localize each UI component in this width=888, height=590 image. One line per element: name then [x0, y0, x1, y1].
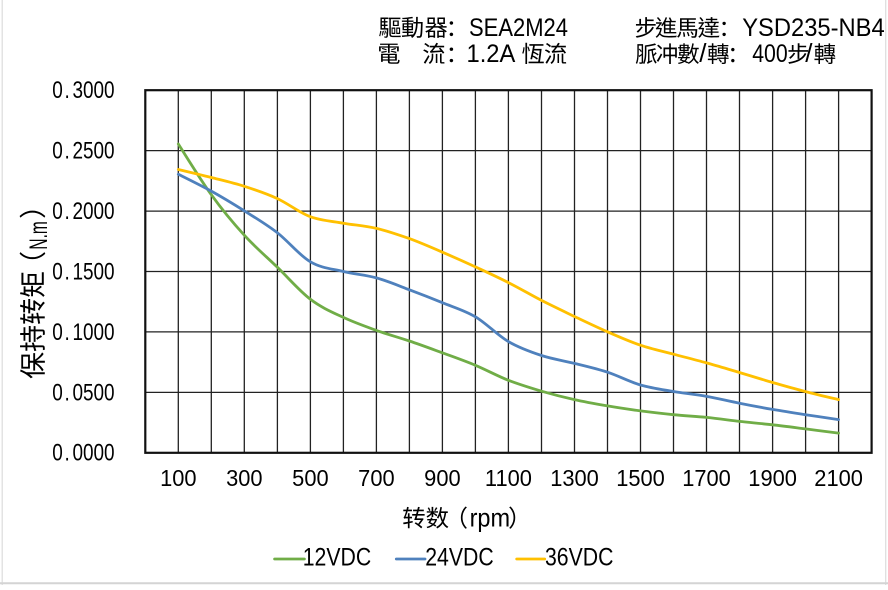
- svg-text:0.0000: 0. 0000: [52, 439, 114, 467]
- svg-text:500: 500: [292, 464, 328, 491]
- svg-text:1700: 1700: [682, 464, 731, 491]
- svg-text:/: /: [805, 38, 813, 68]
- svg-text:1300: 1300: [550, 464, 599, 491]
- svg-text:0.1500: 0. 1500: [52, 257, 114, 285]
- svg-text:0.2500: 0. 2500: [52, 136, 114, 164]
- svg-text:36VDC: 36VDC: [545, 543, 613, 571]
- svg-text:0.0500: 0. 0500: [52, 378, 114, 406]
- svg-text:1.2A: 1.2A: [467, 41, 517, 69]
- svg-text:400: 400: [752, 40, 787, 68]
- svg-text:700: 700: [358, 464, 394, 491]
- svg-text:YSD235-NB4: YSD235-NB4: [742, 14, 885, 42]
- svg-text:1500: 1500: [616, 464, 665, 491]
- svg-text:900: 900: [424, 464, 460, 491]
- svg-text:0.2000: 0. 2000: [52, 197, 114, 225]
- svg-text:rpm: rpm: [470, 504, 511, 532]
- svg-text:300: 300: [226, 464, 262, 491]
- svg-text:12VDC: 12VDC: [303, 543, 371, 571]
- svg-text:/: /: [699, 38, 707, 68]
- svg-text:1900: 1900: [748, 464, 797, 491]
- svg-text:1100: 1100: [485, 464, 532, 491]
- svg-text:0.1000: 0. 1000: [52, 318, 114, 346]
- svg-text:2100: 2100: [814, 464, 863, 491]
- svg-text:0.3000: 0. 3000: [52, 76, 114, 104]
- svg-text:24VDC: 24VDC: [425, 543, 493, 571]
- svg-text:SEA2M24: SEA2M24: [469, 14, 568, 42]
- svg-text:N.m: N.m: [25, 221, 53, 249]
- svg-text:100: 100: [160, 464, 196, 491]
